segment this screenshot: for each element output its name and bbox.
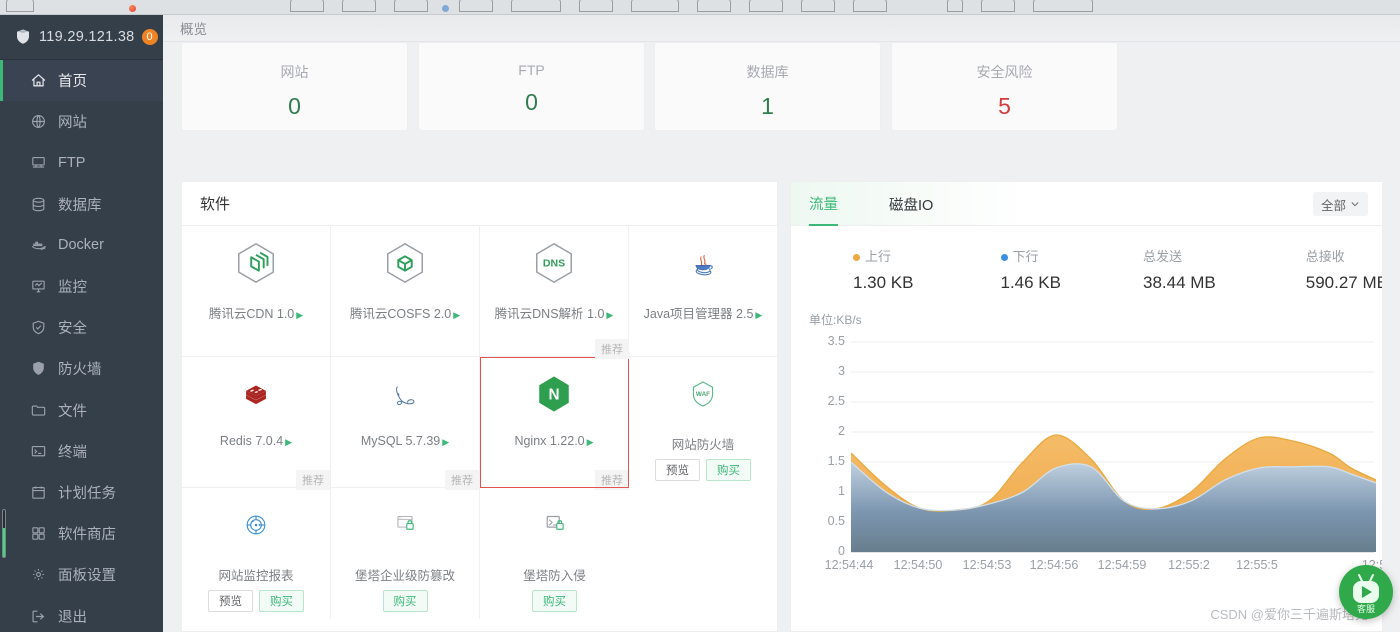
svg-text:12:55:2: 12:55:2	[1168, 558, 1210, 572]
svg-text:N: N	[548, 386, 559, 403]
svg-text:客服: 客服	[1357, 603, 1375, 614]
svg-text:12:55:5: 12:55:5	[1236, 558, 1278, 572]
svg-text:WAF: WAF	[696, 390, 710, 397]
svg-text:12:54:50: 12:54:50	[894, 558, 943, 572]
svg-text:2: 2	[838, 424, 845, 438]
svg-text:DNS: DNS	[543, 257, 565, 269]
svg-text:12:54:59: 12:54:59	[1098, 558, 1147, 572]
svg-text:2.5: 2.5	[828, 394, 845, 408]
svg-text:12:54:44: 12:54:44	[825, 558, 874, 572]
svg-text:1: 1	[838, 484, 845, 498]
svg-text:0: 0	[838, 544, 845, 558]
svg-text:12:54:53: 12:54:53	[963, 558, 1012, 572]
svg-text:0.5: 0.5	[828, 514, 845, 528]
svg-text:1.5: 1.5	[828, 454, 845, 468]
svg-text:3.5: 3.5	[828, 334, 845, 348]
svg-text:3: 3	[838, 364, 845, 378]
svg-text:12:54:56: 12:54:56	[1030, 558, 1079, 572]
